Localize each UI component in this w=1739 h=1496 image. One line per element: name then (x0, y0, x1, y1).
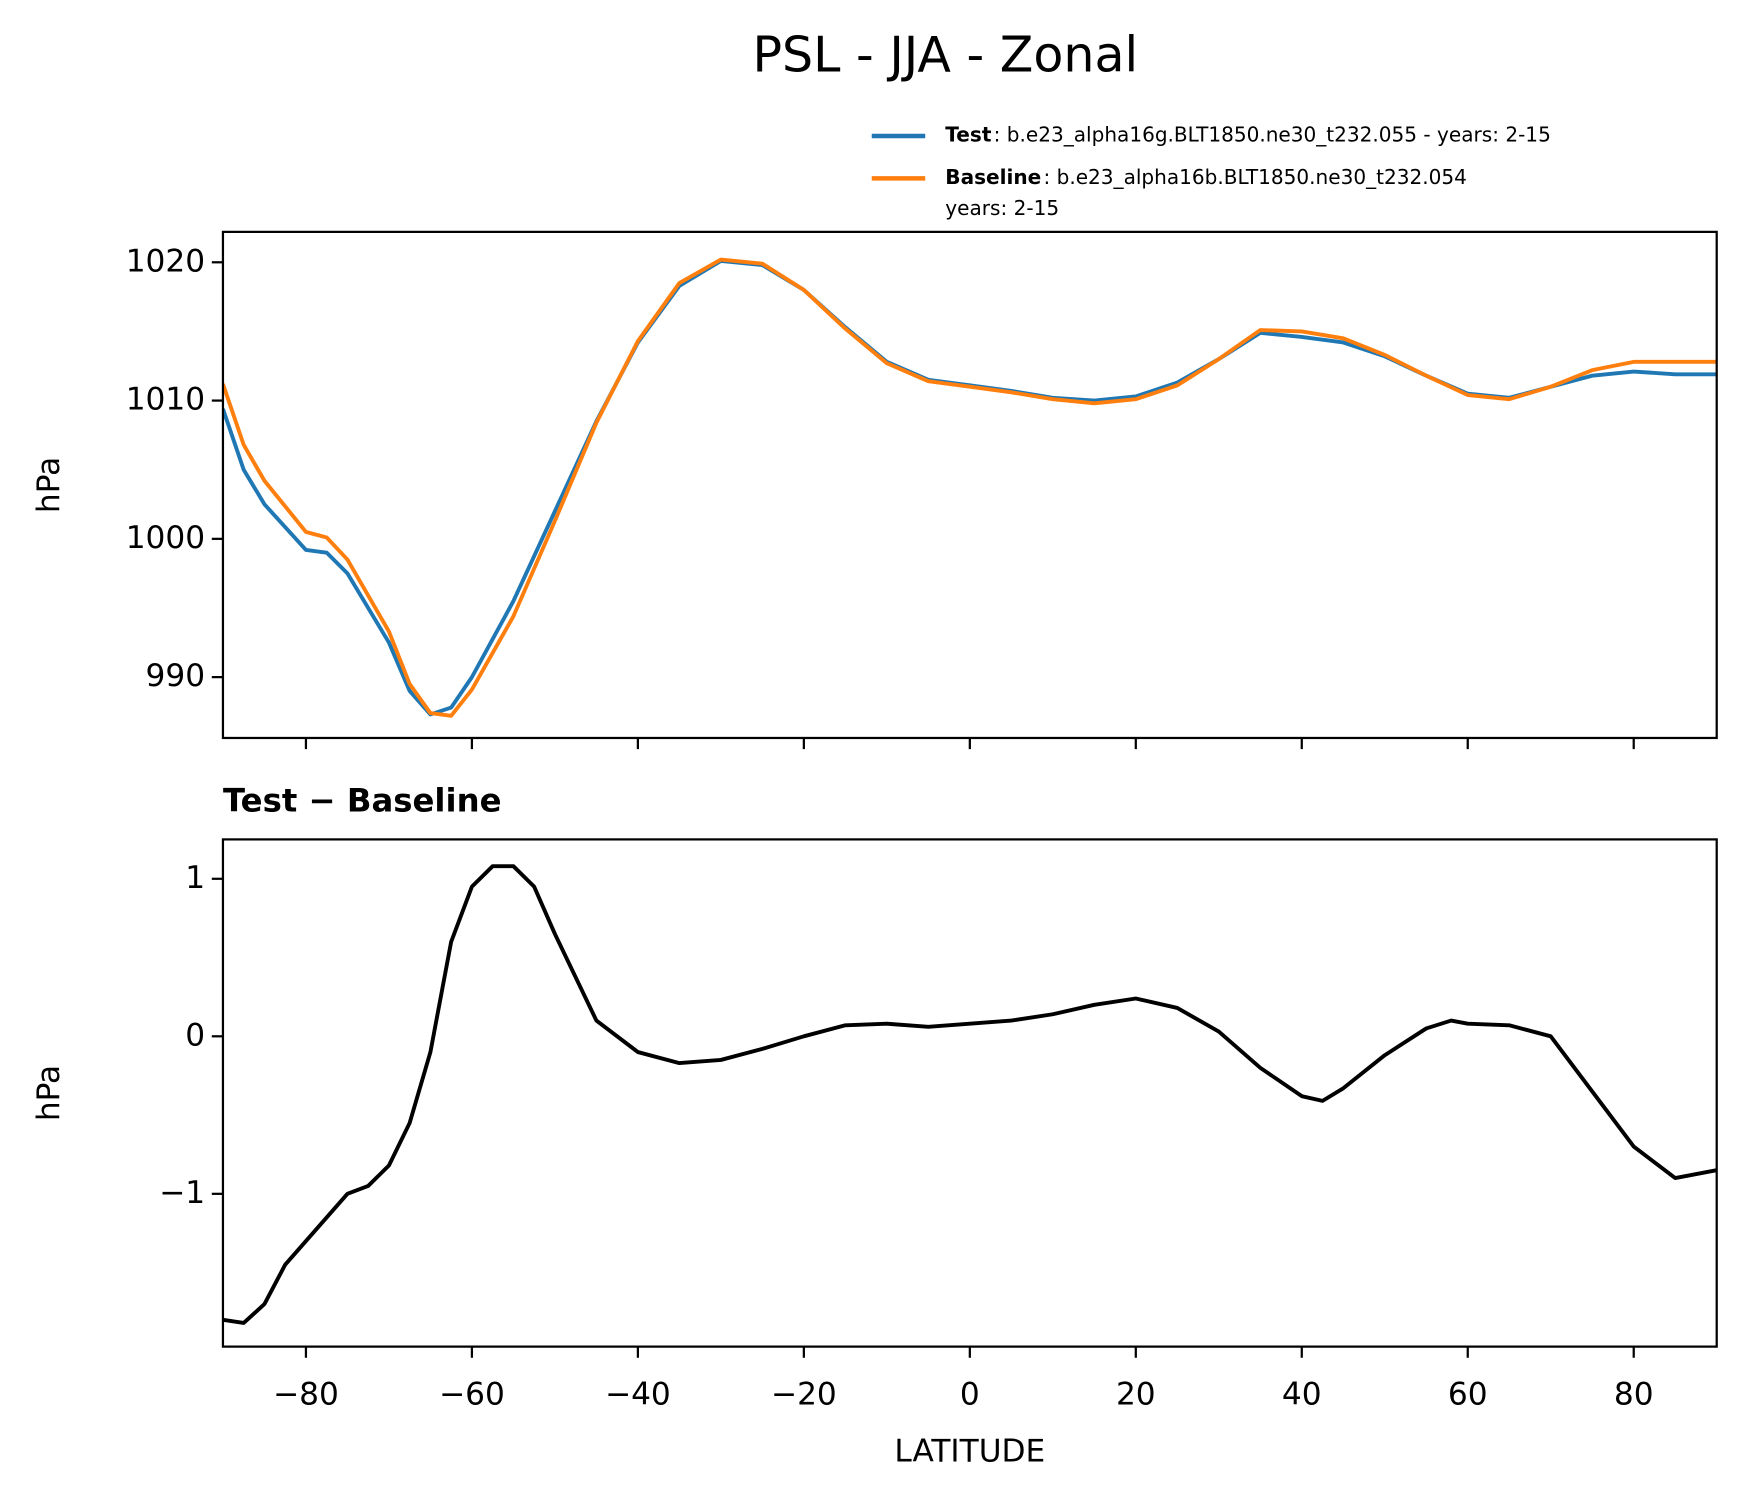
y-tick-label: −1 (159, 1175, 205, 1211)
y-tick-label: 1010 (126, 382, 205, 418)
x-tick-label: 0 (960, 1377, 980, 1413)
data-line (222, 258, 1717, 717)
legend-label: years: 2-15 (945, 196, 1059, 220)
x-tick-label: −40 (605, 1377, 671, 1413)
axes-frame (221, 838, 1718, 1348)
y-tick-label: 990 (146, 658, 206, 694)
x-axis-label: LATITUDE (894, 1434, 1045, 1470)
y-tick-label: 1000 (126, 520, 205, 556)
data-line (222, 257, 1717, 718)
data-line (222, 864, 1717, 1325)
x-tick-label: −60 (439, 1377, 505, 1413)
y-axis-label: hPa (31, 1065, 67, 1121)
x-tick-label: 20 (1116, 1377, 1156, 1413)
axes-frame (221, 230, 1718, 740)
figure-title: PSL - JJA - Zonal (752, 25, 1138, 83)
y-tick-label: 1020 (126, 243, 205, 279)
y-tick-label: 0 (185, 1017, 205, 1053)
x-tick-label: 60 (1448, 1377, 1488, 1413)
legend-name: Test (945, 123, 992, 147)
subplot-title: Test − Baseline (223, 782, 502, 820)
legend-name: Baseline (945, 165, 1041, 189)
y-tick-label: 1 (185, 860, 205, 896)
x-tick-label: 80 (1614, 1377, 1654, 1413)
legend-label: : b.e23_alpha16b.BLT1850.ne30_t232.054 (1043, 165, 1466, 189)
x-tick-label: −20 (771, 1377, 837, 1413)
y-axis-label: hPa (31, 457, 67, 513)
x-tick-label: −80 (273, 1377, 339, 1413)
legend-label: : b.e23_alpha16g.BLT1850.ne30_t232.055 -… (994, 123, 1551, 147)
x-tick-label: 40 (1282, 1377, 1322, 1413)
